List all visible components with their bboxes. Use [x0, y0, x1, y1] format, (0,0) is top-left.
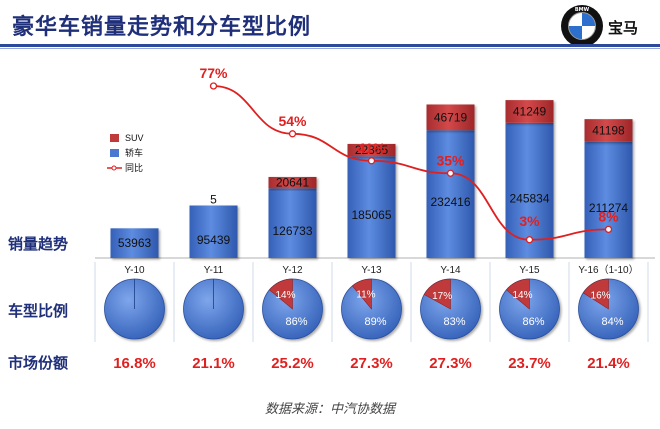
yoy-label: 77% — [199, 65, 228, 81]
data-source: 数据来源：中汽协数据 — [264, 402, 395, 417]
bar-label-sedan: 211274 — [589, 201, 628, 215]
page-title: 豪华车销量走势和分车型比例 — [12, 15, 312, 40]
bar-sedan — [347, 156, 396, 258]
pie-suv-label: 17% — [432, 291, 452, 302]
yoy-point — [525, 236, 534, 244]
pie-suv-label: 16% — [591, 291, 611, 302]
yoy-point — [446, 169, 455, 177]
category-label: Y-10 — [124, 265, 145, 276]
market-share-value: 27.3% — [429, 355, 472, 372]
market-share-value: 25.2% — [271, 355, 314, 372]
pie-suv-label: 14% — [275, 290, 295, 301]
bar-label-suv: 20641 — [276, 176, 310, 190]
pie-suv-slice — [268, 278, 293, 310]
bmw-logo-text: BMW — [575, 7, 590, 13]
pie-suv-slice — [505, 278, 530, 310]
category-label: Y-11 — [204, 265, 224, 276]
bar-suv — [347, 143, 396, 157]
row-label-model-ratio: 车型比例 — [8, 302, 69, 320]
market-share-value: 27.3% — [350, 355, 393, 372]
yoy-label: 3% — [519, 213, 540, 229]
pie-suv-slice — [423, 278, 451, 310]
bar-label-sedan: 185065 — [351, 208, 391, 222]
bar-label-suv: 41198 — [592, 123, 625, 137]
yoy-point — [209, 82, 218, 90]
market-share-value: 21.4% — [587, 355, 630, 372]
bar-sedan — [426, 130, 475, 258]
bar-label-suv: 5 — [210, 193, 217, 207]
legend-sedan-label: 轿车 — [125, 147, 143, 158]
bar-label-sedan: 53963 — [118, 236, 152, 250]
bar-sedan — [189, 205, 238, 258]
category-label: Y-12 — [282, 265, 303, 276]
bar-suv — [584, 119, 633, 142]
yoy-point — [604, 225, 613, 234]
bar-suv — [268, 176, 317, 189]
bar-sedan — [110, 228, 159, 258]
row-label-market-share: 市场份额 — [8, 354, 69, 372]
pie-sedan-label: 83% — [443, 316, 465, 328]
yoy-label: 8% — [598, 208, 619, 224]
category-label: Y-13 — [361, 265, 382, 276]
legend-sedan-swatch — [110, 149, 119, 157]
pie-sedan-label: 86% — [522, 316, 544, 328]
category-label: Y-14 — [440, 265, 461, 276]
category-label: Y-15 — [519, 265, 540, 276]
bar-label-suv: 46719 — [434, 110, 468, 124]
bar-suv — [505, 100, 554, 123]
market-share-value: 23.7% — [508, 355, 551, 372]
yoy-label: 54% — [278, 113, 307, 129]
yoy-label: 35% — [436, 152, 465, 168]
legend-suv-swatch — [110, 134, 119, 142]
pie-suv-label: 14% — [512, 290, 532, 301]
bar-suv — [426, 104, 475, 131]
header-divider-thin — [0, 48, 660, 49]
legend-yoy-marker — [111, 165, 117, 171]
yoy-point — [367, 157, 376, 165]
brand-name: 宝马 — [608, 19, 639, 37]
pie-suv-label: 11% — [356, 289, 375, 300]
bar-label-sedan: 95439 — [197, 233, 231, 247]
bar-label-sedan: 126733 — [272, 224, 312, 238]
yoy-point — [288, 130, 297, 138]
bar-label-sedan: 232416 — [430, 195, 470, 209]
pie-sedan-label: 86% — [285, 316, 307, 328]
pie-sedan-label: 89% — [364, 316, 386, 328]
legend-yoy-label: 同比 — [125, 162, 143, 173]
category-label: Y-16（1-10） — [578, 264, 638, 276]
legend-suv-label: SUV — [125, 133, 144, 143]
market-share-value: 16.8% — [113, 355, 156, 372]
header-divider — [0, 44, 660, 47]
bar-label-sedan: 245834 — [509, 191, 549, 205]
bmw-logo-icon: BMW — [561, 5, 603, 47]
pie-suv-slice — [582, 278, 609, 310]
yoy-label: 41% — [357, 140, 386, 156]
row-label-sales-trend: 销量趋势 — [8, 235, 69, 253]
bar-label-suv: 22365 — [355, 143, 389, 157]
pie-sedan-label: 84% — [601, 316, 623, 328]
market-share-value: 21.1% — [192, 355, 235, 372]
pie-suv-slice — [351, 278, 372, 310]
bar-sedan — [268, 188, 317, 258]
bar-label-suv: 41249 — [513, 104, 547, 118]
bar-sedan — [584, 141, 633, 258]
